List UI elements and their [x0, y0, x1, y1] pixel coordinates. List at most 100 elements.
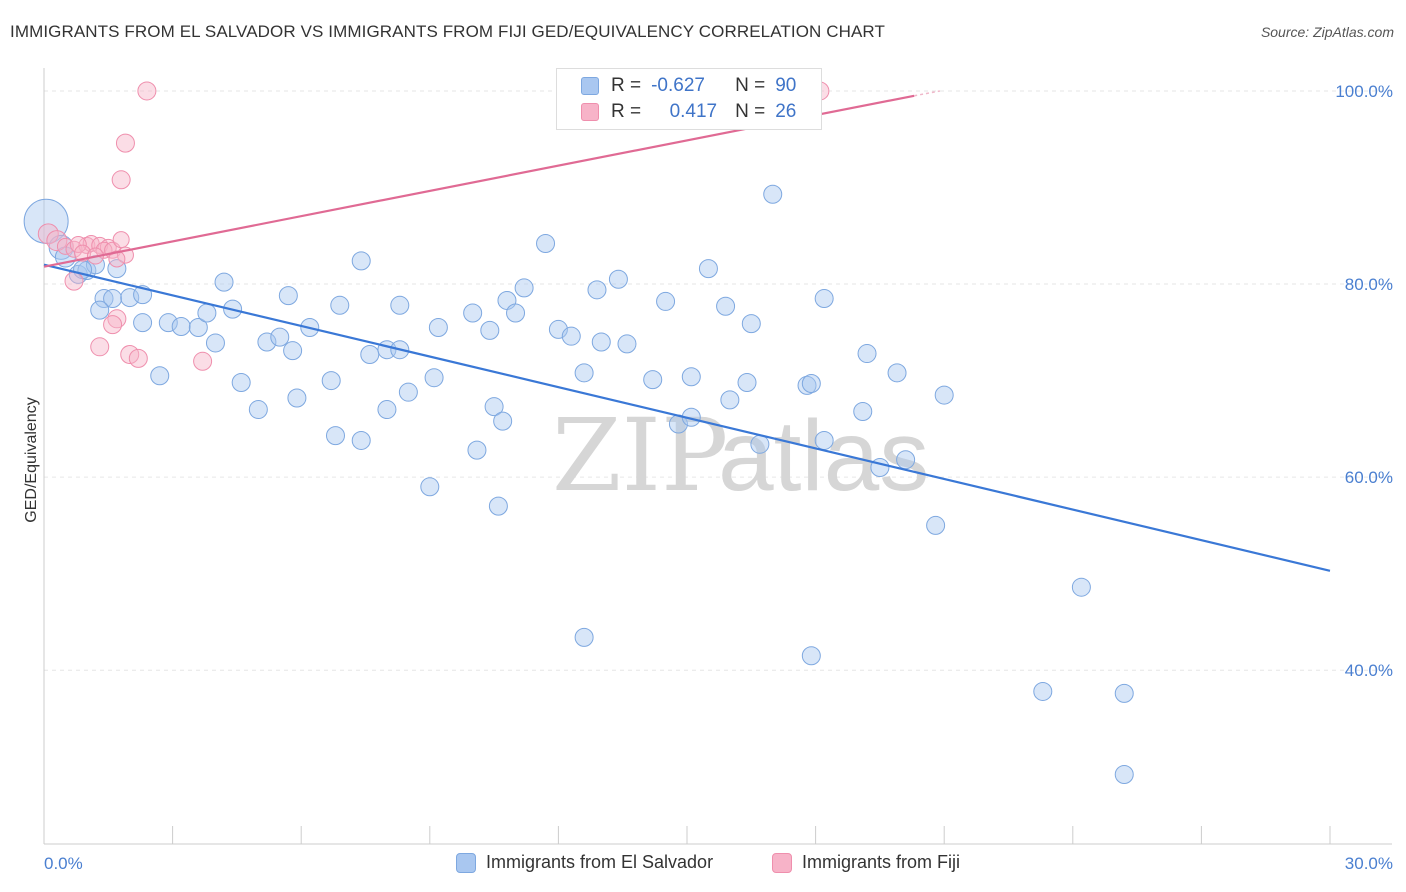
y-tick-label: 60.0% — [1345, 468, 1393, 487]
el-salvador-point — [321, 371, 341, 391]
el-salvador-point — [506, 303, 526, 323]
series-legend-el-salvador: Immigrants from El Salvador — [456, 852, 713, 873]
chart-title: IMMIGRANTS FROM EL SALVADOR VS IMMIGRANT… — [10, 22, 885, 41]
correlation-legend: R = -0.627 N = 90 R = 0.417 N = 26 — [556, 68, 822, 130]
el-salvador-point — [283, 341, 303, 361]
el-salvador-point — [763, 184, 783, 204]
series-legend-fiji: Immigrants from Fiji — [772, 852, 960, 873]
fiji-point — [64, 271, 84, 291]
el-salvador-point — [617, 334, 637, 354]
el-salvador-point — [574, 363, 594, 383]
el-salvador-point — [1114, 683, 1134, 703]
y-tick-label: 80.0% — [1345, 275, 1393, 294]
fiji-point — [74, 244, 92, 262]
fiji-point — [103, 315, 123, 335]
el-salvador-point — [90, 300, 110, 320]
el-salvador-point — [514, 278, 534, 298]
grid-lines — [44, 90, 1392, 671]
fiji-point — [111, 170, 131, 190]
watermark: ZIP atlas — [552, 397, 929, 514]
el-salvador-point — [574, 627, 594, 647]
legend-r-label: R = — [611, 101, 642, 122]
el-salvador-point — [591, 332, 611, 352]
el-salvador-point — [278, 286, 298, 306]
legend-row-fiji: R = 0.417 N = 26 — [581, 100, 796, 124]
legend-n-label: N = — [735, 75, 766, 96]
el-salvador-point — [720, 390, 740, 410]
legend-r-value: -0.627 — [651, 75, 705, 96]
y-axis-label: GED/Equivalency — [23, 397, 40, 522]
el-salvador-point — [681, 367, 701, 387]
x-tick-label-min: 0.0% — [44, 854, 83, 873]
el-salvador-point — [214, 272, 234, 292]
el-salvador-point — [257, 332, 277, 352]
y-tick-label: 40.0% — [1345, 661, 1393, 680]
legend-n-value: 26 — [775, 101, 797, 122]
fiji-point — [128, 348, 148, 368]
el-salvador-point — [150, 366, 170, 386]
el-salvador-point — [197, 303, 217, 323]
fiji-point — [37, 223, 59, 245]
el-salvador-point — [1114, 764, 1134, 784]
el-salvador-point — [801, 373, 821, 393]
legend-n-label: N = — [735, 101, 766, 122]
el-salvador-point — [231, 373, 251, 393]
el-salvador-point — [608, 269, 628, 289]
axes — [43, 68, 1392, 845]
fiji-point — [108, 250, 126, 268]
legend-n-value: 90 — [775, 75, 797, 96]
el-salvador-point — [656, 291, 676, 311]
el-salvador-point — [587, 280, 607, 300]
legend-r-value: 0.417 — [669, 101, 718, 122]
y-tick-label: 100.0% — [1335, 82, 1393, 101]
el-salvador-point — [158, 313, 178, 333]
el-salvador-point — [133, 313, 153, 333]
el-salvador-point — [853, 401, 873, 421]
tick-labels: 40.0% 60.0% 80.0% 100.0% 0.0% 30.0% — [44, 82, 1393, 873]
el-salvador-point — [741, 314, 761, 334]
el-salvador-point — [857, 344, 877, 364]
fiji-point — [46, 230, 68, 252]
fiji-trend-extension — [914, 90, 941, 97]
chart-source: Source: ZipAtlas.com — [1260, 24, 1394, 40]
fiji-point — [112, 231, 130, 249]
el-salvador-point — [107, 259, 127, 279]
el-salvador-point — [488, 496, 508, 516]
el-salvador-point — [934, 385, 954, 405]
fiji-point — [137, 81, 157, 101]
el-salvador-point — [801, 646, 821, 666]
watermark-atlas: atlas — [718, 400, 929, 512]
el-salvador-point — [420, 477, 440, 497]
el-salvador-point — [643, 370, 663, 390]
el-salvador-point — [424, 368, 444, 388]
el-salvador-point — [377, 400, 397, 420]
series-swatch-fiji — [772, 852, 792, 873]
fiji-point — [90, 337, 110, 357]
el-salvador-point — [561, 326, 581, 346]
series-name-fiji: Immigrants from Fiji — [802, 852, 961, 872]
el-salvador-point — [270, 327, 290, 347]
legend-r-label: R = — [611, 75, 642, 96]
el-salvador-point — [480, 320, 500, 340]
el-salvador-point — [351, 251, 371, 271]
el-salvador-point — [484, 397, 504, 417]
el-salvador-point — [171, 317, 191, 337]
el-salvador-point — [926, 515, 946, 535]
el-salvador-point — [814, 289, 834, 309]
legend-swatch-fiji — [581, 103, 599, 121]
el-salvador-point — [536, 234, 556, 254]
el-salvador-point — [750, 434, 770, 454]
series-legend: Immigrants from El Salvador Immigrants f… — [0, 852, 1406, 878]
el-salvador-point — [896, 450, 916, 470]
el-salvador-point — [330, 295, 350, 315]
fiji-point — [115, 133, 135, 153]
el-salvador-point — [325, 426, 345, 446]
el-salvador-point — [428, 317, 448, 337]
el-salvador-trend-line — [43, 263, 1331, 572]
series-swatch-el-salvador — [456, 852, 476, 873]
el-salvador-point — [120, 288, 140, 308]
el-salvador-point — [398, 382, 418, 402]
el-salvador-point — [698, 259, 718, 279]
legend-row-el-salvador: R = -0.627 N = 90 — [581, 74, 796, 98]
